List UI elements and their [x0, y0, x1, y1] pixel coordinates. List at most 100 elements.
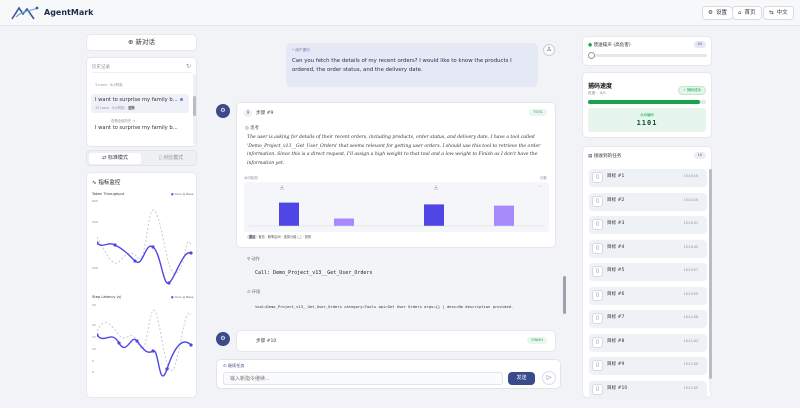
- decode-progress-text: 进度： 8/9: [588, 91, 606, 95]
- home-button[interactable]: ⌂ 首页: [732, 6, 762, 20]
- translate-icon: ⇆: [769, 10, 774, 16]
- watermark-bar: [279, 202, 299, 226]
- watermark-bar: [494, 205, 514, 226]
- chart-footer: 置信 置信 · 概率区间 · 选择分组 (_) · 说明: [247, 235, 311, 239]
- tasks-title: ▤ 接收到的任务: [588, 154, 622, 159]
- chat-scrollbar[interactable]: [563, 276, 566, 314]
- decode-success-badge: ✓ 捕码成功: [677, 86, 706, 95]
- active-dot: [180, 98, 183, 101]
- hand-icon: ☝: [280, 185, 284, 192]
- task-item[interactable]: ▯ 目标 #7 10:11:08: [589, 310, 707, 328]
- file-icon: ▯: [592, 172, 603, 183]
- task-item[interactable]: ▯ 目标 #1 10:10:10: [589, 169, 707, 187]
- task-name: 目标 #3: [607, 221, 625, 226]
- gear-icon: ⚙: [708, 10, 713, 16]
- file-icon: ▯: [592, 383, 603, 395]
- input-label: ⊙ 继续任务: [223, 363, 245, 368]
- file-icon: ▯: [592, 266, 603, 277]
- home-icon: ⌂: [738, 10, 742, 16]
- chart-right-label: 分数: [540, 176, 547, 180]
- chart-left-label: 水印检测: [244, 176, 258, 180]
- agent-avatar: ⚙: [216, 332, 230, 346]
- task-time: 10:10:40: [683, 244, 698, 249]
- send-button[interactable]: 发送: [508, 372, 535, 385]
- new-chat-button[interactable]: ⊕ 新对话: [86, 34, 197, 51]
- info-icon[interactable]: ◦: [539, 184, 542, 190]
- tool-tag: TOOL: [529, 109, 547, 116]
- standard-mode-tab[interactable]: ⇄ 标准模式: [89, 153, 141, 164]
- file-icon: ▯: [592, 242, 603, 254]
- file-icon: ▯: [592, 289, 603, 301]
- settings-button[interactable]: ⚙ 设置: [702, 6, 733, 20]
- watermark-chart-svg: [249, 202, 544, 227]
- task-name: 目标 #8: [607, 338, 625, 344]
- file-icon: ▯: [592, 360, 603, 371]
- task-item[interactable]: ▯ 目标 #8 10:11:43: [589, 333, 707, 352]
- step-9-title: 步骤 #9: [256, 111, 274, 116]
- file-icon: ▯: [592, 313, 603, 324]
- noise-title: ● 馈送噪声 (高危害): [588, 43, 631, 48]
- watermark-code-box: 水印编码 1101: [588, 108, 706, 132]
- tasks-count: 10: [693, 152, 706, 159]
- plus-circle-icon: ⊕: [127, 38, 134, 46]
- hand-icon: ☝: [434, 185, 438, 192]
- task-item[interactable]: ▯ 目标 #5 10:10:57: [589, 263, 707, 281]
- task-item[interactable]: ▯ 目标 #10 10:11:55: [589, 380, 707, 399]
- task-name: 目标 #9: [607, 362, 625, 367]
- brain-icon: ◎: [245, 126, 249, 131]
- action-label: ⚲ 动作: [247, 256, 260, 261]
- task-item[interactable]: ▯ 目标 #3 10:10:31: [589, 216, 707, 234]
- task-item[interactable]: ▯ 目标 #6 10:10:59: [589, 286, 707, 305]
- command-input[interactable]: [223, 372, 503, 385]
- step-10-card: 步骤 #10 FINISH: [236, 330, 556, 352]
- watermark-bar: [334, 218, 354, 226]
- task-time: 10:11:08: [683, 315, 698, 319]
- noise-slider-handle[interactable]: [588, 52, 595, 59]
- task-time: 10:10:10: [683, 174, 698, 178]
- activity-icon: ∿: [92, 180, 97, 186]
- task-time: 10:11:50: [683, 362, 698, 366]
- chart2-title: Step Latency (s): [92, 295, 122, 299]
- file-icon: ▯: [592, 219, 603, 230]
- task-item[interactable]: ▯ 目标 #9 10:11:50: [589, 357, 707, 375]
- metrics-title: ∿ 指标监控: [92, 180, 121, 186]
- history-scrollbar[interactable]: [193, 74, 196, 144]
- top-header: AgentMark ⚙ 设置 ⌂ 首页 ⇆ 中文: [0, 0, 800, 26]
- task-name: 目标 #2: [607, 197, 625, 203]
- history-item-active[interactable]: I want to surprise my family b... 12 tur…: [91, 94, 189, 113]
- noise-slider[interactable]: [591, 54, 707, 57]
- history-panel: 历史记录 ↻ 3 turns · 8小时前 I want to surprise…: [86, 57, 197, 147]
- history-more-link[interactable]: 查看全部历史 →: [111, 119, 136, 123]
- file-icon: ▯: [592, 195, 603, 207]
- chart1-legend: ● Ours ● Base: [171, 192, 194, 196]
- decode-speed-panel: 捕码速度 进度： 8/9 ✓ 捕码成功 水印编码 1101: [582, 72, 712, 138]
- environment-code: tool=Demo_Project_v13__Get_User_Orders c…: [247, 297, 553, 316]
- noise-badge: 45: [693, 41, 706, 48]
- task-name: 目标 #7: [607, 315, 625, 320]
- task-item[interactable]: ▯ 目标 #2 10:10:20: [589, 192, 707, 211]
- brand-name[interactable]: AgentMark: [44, 8, 94, 17]
- file-icon: ▯: [592, 336, 603, 348]
- user-question: Can you fetch the details of my recent o…: [292, 58, 512, 73]
- action-code: Call: Demo_Project_v13__Get_User_Orders: [247, 264, 553, 283]
- history-item-partial-meta: 3 turns · 8小时前: [95, 83, 123, 87]
- compare-mode-tab[interactable]: ▯ 对比模式: [158, 155, 184, 161]
- step-10-title: 步骤 #10: [256, 339, 277, 344]
- throughput-chart: [97, 209, 193, 285]
- task-name: 目标 #6: [607, 291, 625, 297]
- watermark-code: 1101: [636, 119, 658, 127]
- history-item-meta: 12 turns · 8小时前 · 活跃: [95, 106, 135, 110]
- finish-tag: FINISH: [527, 337, 547, 344]
- language-button[interactable]: ⇆ 中文: [763, 6, 794, 20]
- refresh-icon[interactable]: ↻: [186, 63, 192, 70]
- task-item[interactable]: ▯ 目标 #4 10:10:40: [589, 239, 707, 258]
- task-time: 10:10:20: [683, 197, 698, 202]
- history-item[interactable]: I want to surprise my family b...: [95, 125, 178, 131]
- decode-title: 捕码速度: [588, 83, 613, 90]
- user-avatar: ♙: [543, 44, 555, 56]
- tasks-scrollbar[interactable]: [709, 169, 712, 393]
- task-name: 目标 #1: [607, 174, 625, 179]
- play-icon[interactable]: ▷: [542, 371, 556, 385]
- input-bar: ⊙ 继续任务 发送 ▷: [216, 359, 561, 389]
- user-label: • 用户提问: [292, 48, 310, 52]
